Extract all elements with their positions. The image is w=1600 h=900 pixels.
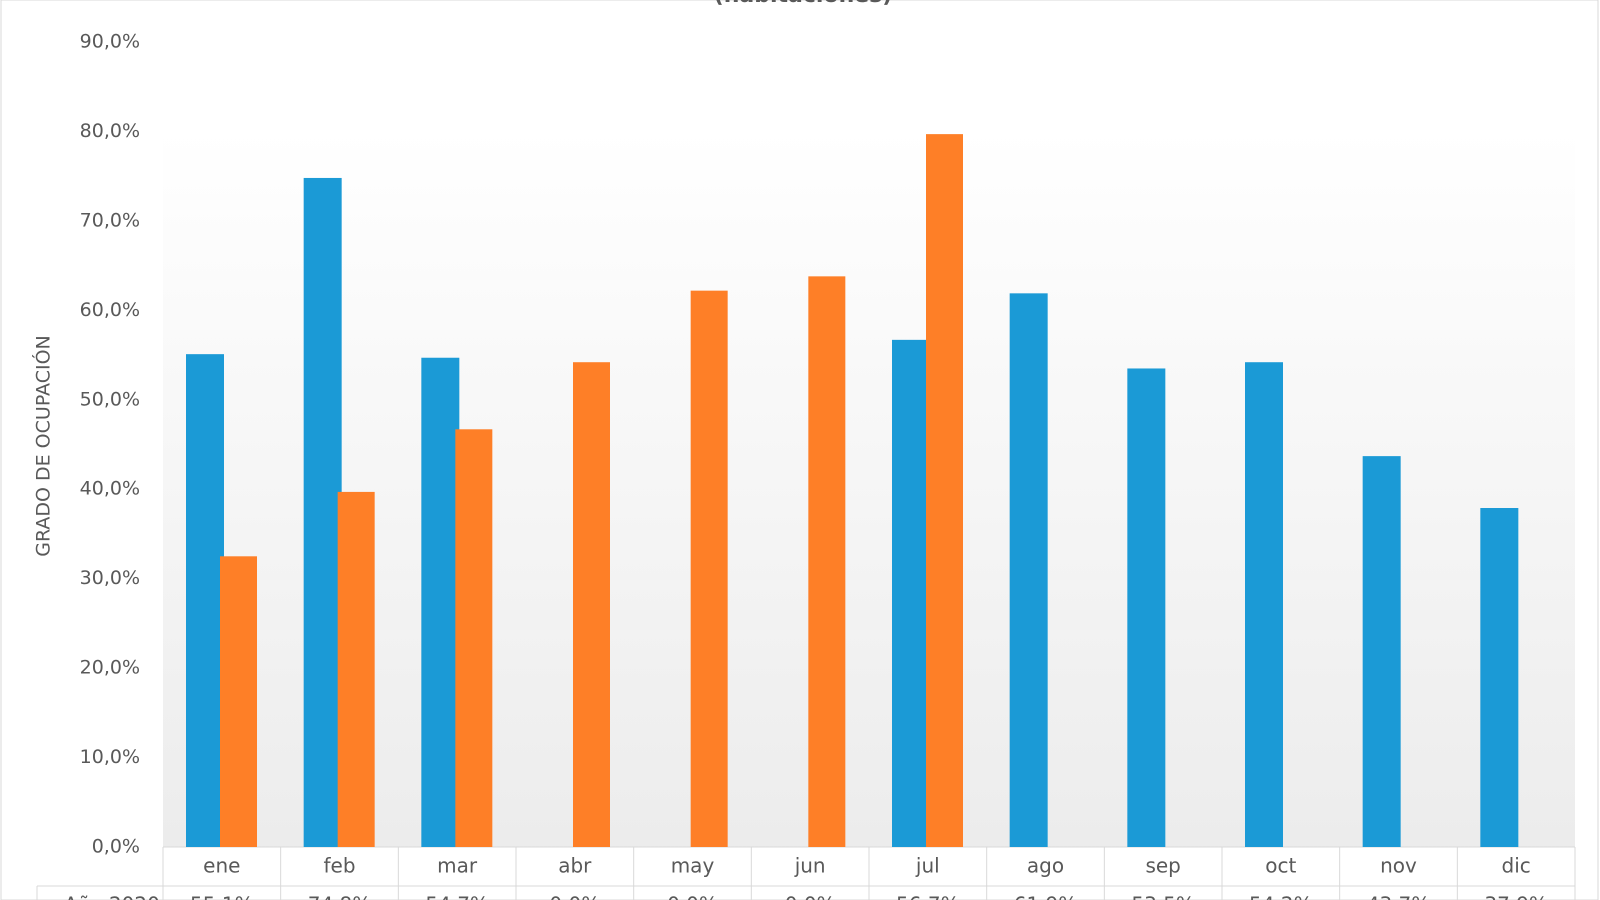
bar	[573, 362, 610, 847]
y-tick-label: 60,0%	[80, 299, 140, 321]
value-label: 37,9%	[1484, 893, 1548, 900]
x-tick-label: oct	[1265, 854, 1296, 878]
x-tick-label: dic	[1502, 854, 1531, 878]
bar	[1127, 368, 1166, 847]
y-tick-label: 90,0%	[80, 31, 140, 53]
y-tick-label: 10,0%	[80, 746, 140, 768]
value-label: 0,0%	[549, 893, 600, 900]
bar	[186, 354, 224, 847]
y-tick-label: 40,0%	[80, 478, 140, 500]
y-tick-label: 70,0%	[80, 209, 140, 231]
bar	[1245, 362, 1283, 847]
bar	[337, 491, 375, 847]
x-tick-label: ago	[1027, 854, 1064, 878]
x-tick-label: jul	[915, 854, 940, 878]
x-tick-label: ene	[203, 854, 240, 878]
bar	[421, 357, 460, 847]
bar	[1480, 508, 1519, 847]
y-tick-label: 0,0%	[92, 836, 140, 858]
value-label: 0,0%	[785, 893, 836, 900]
value-label: 54,2%	[1249, 893, 1313, 900]
value-label: 53,5%	[1131, 893, 1195, 900]
x-tick-label: feb	[323, 854, 355, 878]
y-tick-label: 80,0%	[80, 120, 140, 142]
plot-background	[163, 130, 1575, 847]
value-label: 0,0%	[667, 893, 718, 900]
bar	[455, 429, 493, 847]
x-tick-label: sep	[1145, 854, 1180, 878]
value-label: 61,9%	[1014, 893, 1078, 900]
bar	[892, 339, 930, 847]
value-label: 74,8%	[308, 893, 372, 900]
bar	[303, 177, 342, 847]
x-tick-label: nov	[1380, 854, 1417, 878]
y-tick-label: 50,0%	[80, 388, 140, 410]
bar	[690, 290, 728, 848]
x-tick-label: jun	[794, 854, 826, 878]
x-tick-label: mar	[437, 854, 478, 878]
y-tick-label: 30,0%	[80, 567, 140, 589]
value-label: 54,7%	[425, 893, 489, 900]
bar	[808, 276, 846, 847]
chart-title: (habitaciones)	[714, 0, 893, 8]
y-axis-label: GRADO DE OCUPACIÓN	[31, 335, 55, 557]
bar	[926, 134, 963, 847]
x-tick-label: may	[671, 854, 715, 878]
value-label: 55,1%	[190, 893, 254, 900]
legend-label: Año 2020	[64, 893, 160, 900]
bar	[1009, 293, 1048, 848]
bar	[220, 556, 257, 847]
value-label: 56,7%	[896, 893, 960, 900]
bar	[1362, 456, 1401, 847]
y-tick-label: 20,0%	[80, 657, 140, 679]
value-label: 43,7%	[1367, 893, 1431, 900]
x-tick-label: abr	[558, 854, 592, 878]
